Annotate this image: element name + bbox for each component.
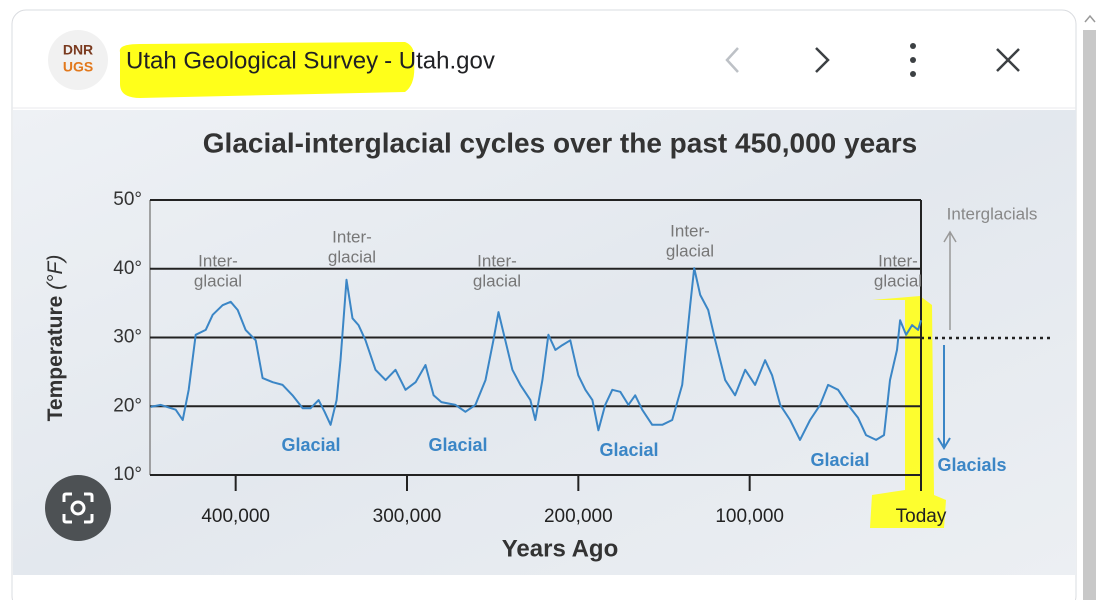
annotation: Inter- <box>198 251 238 270</box>
annotation: glacial <box>194 271 242 290</box>
x-tick-label: 300,000 <box>373 506 442 527</box>
y-tick-label: 50° <box>113 189 142 210</box>
source-link[interactable]: Utah Geological Survey <box>126 47 378 74</box>
interglacial-arrow <box>943 230 957 330</box>
highlight <box>119 42 415 98</box>
y-tick-label: 20° <box>113 395 142 416</box>
chart-title: Glacial-interglacial cycles over the pas… <box>203 127 917 158</box>
logo-bottom: UGS <box>63 59 93 75</box>
x-axis-label: Years Ago <box>502 535 619 562</box>
lens-icon <box>62 492 94 524</box>
temperature-line <box>150 267 922 441</box>
annotation: Interglacials <box>947 204 1038 223</box>
site-name: - Utah.gov <box>384 47 495 74</box>
annotation: Inter- <box>878 251 918 270</box>
glacial-arrow <box>937 345 951 450</box>
x-tick-label: Today <box>896 506 947 527</box>
y-axis-label: Temperature (°F) <box>44 255 67 422</box>
close-button[interactable] <box>996 48 1020 72</box>
plot: Glacial-interglacial cycles over the pas… <box>44 127 1050 562</box>
y-tick-label: 40° <box>113 258 142 279</box>
lens-button[interactable] <box>45 475 111 541</box>
annotation: Glacial <box>281 435 340 455</box>
annotation: Glacial <box>599 440 658 460</box>
x-tick-label: 200,000 <box>544 506 613 527</box>
annotation: Glacial <box>810 450 869 470</box>
y-tick-label: 10° <box>113 464 142 485</box>
annotation: Glacial <box>428 435 487 455</box>
annotation: Inter- <box>670 221 710 240</box>
more-button[interactable] <box>910 43 916 77</box>
annotation: Inter- <box>332 227 372 246</box>
annotation: glacial <box>328 247 376 266</box>
x-tick-label: 400,000 <box>201 506 270 527</box>
annotation: Inter- <box>477 251 517 270</box>
y-tick-label: 30° <box>113 327 142 348</box>
scroll-up[interactable] <box>1084 14 1096 23</box>
annotation: Glacials <box>937 455 1006 475</box>
logo[interactable] <box>48 30 108 90</box>
logo-top: DNR <box>63 42 93 58</box>
annotation: glacial <box>473 271 521 290</box>
prev-button[interactable] <box>725 47 739 73</box>
next-button[interactable] <box>815 47 830 73</box>
scrollbar[interactable] <box>1083 30 1096 600</box>
annotation: glacial <box>666 241 714 260</box>
x-tick-label: 100,000 <box>715 506 784 527</box>
annotation: glacial <box>874 271 922 290</box>
highlight <box>870 296 946 528</box>
y-axis-label-name: Temperature <box>44 296 67 422</box>
y-axis-label-unit: (°F) <box>44 255 67 290</box>
